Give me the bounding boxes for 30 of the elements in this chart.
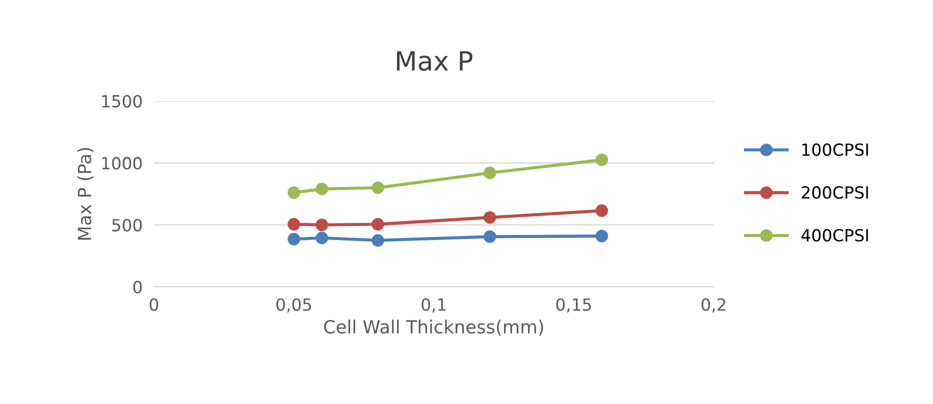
point [596, 154, 608, 166]
point [484, 230, 496, 243]
legend-label: 100CPSI [802, 143, 868, 156]
point [288, 232, 300, 246]
x-tick-label: 0,1 [422, 298, 446, 313]
point [596, 204, 608, 217]
point [372, 218, 384, 231]
point [316, 218, 328, 232]
point [316, 232, 328, 244]
legend-label: 200CPSI [802, 186, 868, 199]
point [484, 166, 496, 180]
point [484, 211, 496, 224]
x-tick-label: 0,05 [276, 298, 311, 313]
y-tick-label: 500 [112, 218, 142, 232]
y-axis-title: Max P (Pa) [77, 148, 94, 240]
y-tick-label: 0 [133, 280, 142, 294]
point [372, 234, 384, 247]
point [596, 230, 608, 242]
x-axis-title: Cell Wall Thickness(mm) [324, 320, 544, 336]
point [316, 182, 328, 196]
point [288, 218, 300, 231]
y-tick-label: 1500 [102, 94, 142, 108]
x-tick-label: 0 [150, 298, 158, 311]
point [288, 186, 300, 199]
x-tick-label: 0,2 [702, 298, 726, 313]
y-tick-label: 1000 [102, 156, 142, 170]
x-tick-label: 0,15 [556, 298, 591, 313]
legend-label: 400CPSI [801, 228, 868, 242]
point [372, 181, 384, 194]
chart-title: Max P [397, 51, 472, 71]
